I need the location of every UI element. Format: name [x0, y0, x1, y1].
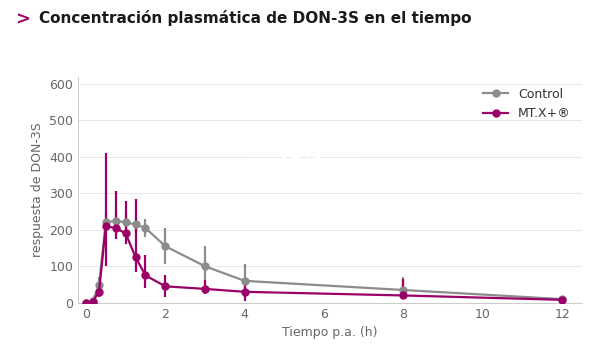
- X-axis label: Tiempo p.a. (h): Tiempo p.a. (h): [282, 326, 378, 339]
- Y-axis label: respuesta de DON-3S: respuesta de DON-3S: [31, 122, 44, 257]
- Legend: Control, MT.X+®: Control, MT.X+®: [478, 83, 576, 125]
- Text: Concentración plasmática de DON-3S en el tiempo: Concentración plasmática de DON-3S en el…: [39, 10, 472, 26]
- Text: -40%**: -40%**: [267, 144, 341, 163]
- Text: >: >: [15, 10, 30, 29]
